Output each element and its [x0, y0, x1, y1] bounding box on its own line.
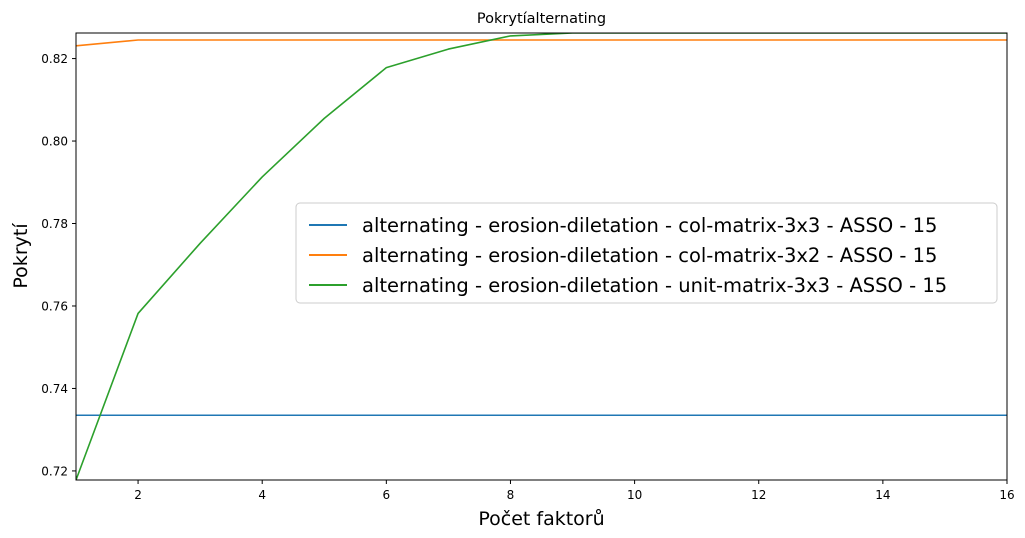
y-tick-label: 0.72 [41, 464, 68, 478]
series-line-2 [76, 39, 1007, 47]
plot-frame [75, 32, 1008, 481]
chart-title: Pokrytíalternating [477, 11, 606, 27]
legend-label-2: alternating - erosion-diletation - col-m… [362, 244, 937, 267]
y-tick-label: 0.76 [41, 299, 68, 313]
y-tick-label: 0.82 [41, 52, 68, 66]
x-tick-label: 8 [507, 488, 515, 502]
y-axis-title: Pokrytí [10, 223, 32, 289]
x-tick-label: 10 [627, 488, 642, 502]
legend: alternating - erosion-diletation - col-m… [295, 202, 998, 304]
legend-label-3: alternating - erosion-diletation - unit-… [362, 274, 947, 297]
x-tick-label: 4 [258, 488, 266, 502]
x-tick-label: 2 [134, 488, 142, 502]
series-layer [76, 33, 1007, 480]
x-axis: 2 4 6 8 10 12 14 16 [134, 480, 1015, 502]
series-line-3 [76, 33, 1007, 480]
legend-box [295, 202, 998, 304]
x-tick-label: 6 [383, 488, 391, 502]
y-tick-label: 0.80 [41, 135, 68, 149]
legend-label-1: alternating - erosion-diletation - col-m… [362, 214, 937, 237]
x-tick-label: 16 [999, 488, 1014, 502]
x-axis-title: Počet faktorů [478, 508, 604, 530]
x-tick-label: 12 [751, 488, 766, 502]
y-axis: 0.72 0.74 0.76 0.78 0.80 0.82 [41, 52, 76, 478]
y-tick-label: 0.78 [41, 217, 68, 231]
x-tick-label: 14 [875, 488, 890, 502]
y-tick-label: 0.74 [41, 382, 68, 396]
